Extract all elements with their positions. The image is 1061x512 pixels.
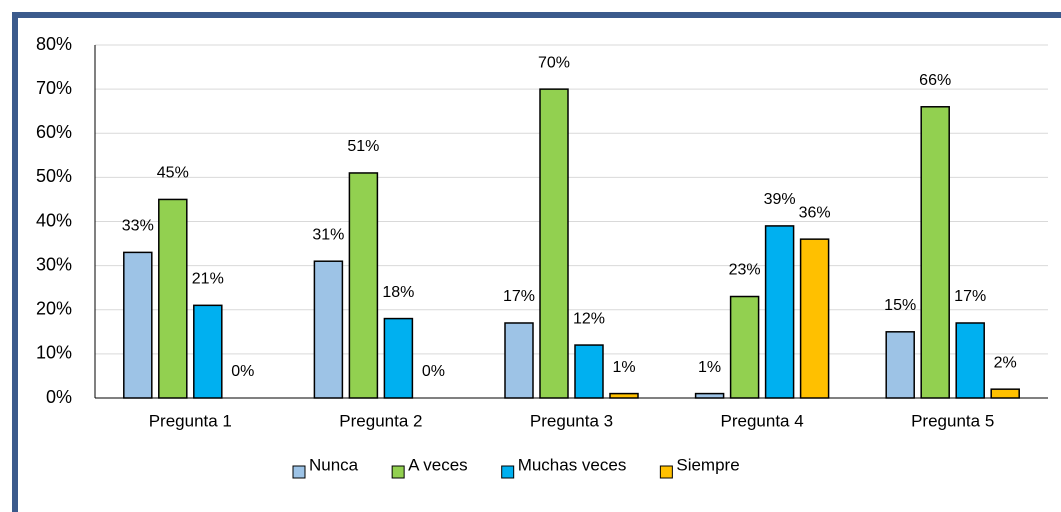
- y-tick-label: 40%: [36, 210, 72, 230]
- value-label: 36%: [799, 204, 831, 221]
- bar: [574, 344, 604, 399]
- bar: [729, 295, 760, 399]
- frame-top: [12, 12, 1061, 18]
- value-label: 51%: [347, 138, 379, 155]
- value-label: 18%: [382, 284, 414, 301]
- x-tick-label: Pregunta 4: [721, 411, 804, 430]
- plot-area: 0% 10% 20% 30% 40% 50% 60% 70% 80% Pregunta 1 33% 4…: [36, 34, 1048, 479]
- bar: [885, 331, 915, 399]
- value-label: 1%: [698, 359, 721, 376]
- value-label: 31%: [312, 226, 344, 243]
- y-tick-label: 80%: [36, 34, 72, 54]
- value-label: 66%: [919, 72, 951, 89]
- y-tick-label: 0%: [46, 387, 72, 407]
- bar: [609, 392, 639, 399]
- value-label: 70%: [538, 54, 570, 71]
- y-tick-label: 20%: [36, 299, 72, 319]
- legend-label: Siempre: [676, 455, 739, 474]
- legend-swatch: [501, 465, 515, 479]
- x-tick-label: Pregunta 1: [149, 411, 232, 430]
- bar: [990, 388, 1020, 399]
- legend-swatch: [292, 465, 306, 479]
- bar: [920, 106, 950, 399]
- y-tick-label: 70%: [36, 78, 72, 98]
- value-label: 12%: [573, 310, 605, 327]
- value-label: 17%: [954, 288, 986, 305]
- bar: [504, 322, 534, 399]
- bar: [313, 260, 344, 399]
- bar: [123, 251, 153, 399]
- bar: [383, 317, 414, 399]
- bar: [764, 225, 795, 399]
- bar: [799, 238, 830, 399]
- value-label: 1%: [612, 359, 635, 376]
- bar: [539, 88, 569, 399]
- bar: [193, 304, 223, 399]
- bar: [158, 198, 188, 399]
- x-tick-label: Pregunta 2: [339, 411, 422, 430]
- legend-label: Nunca: [309, 455, 359, 474]
- bar: [694, 392, 725, 399]
- value-label: 0%: [231, 363, 254, 380]
- y-tick-label: 60%: [36, 122, 72, 142]
- value-label: 39%: [764, 191, 796, 208]
- frame-left: [12, 12, 18, 512]
- legend-swatch: [391, 465, 405, 479]
- value-label: 45%: [157, 165, 189, 182]
- legend-swatch: [659, 465, 673, 479]
- value-label: 33%: [122, 218, 154, 235]
- value-label: 21%: [192, 271, 224, 288]
- y-tick-label: 50%: [36, 166, 72, 186]
- legend-label: A veces: [408, 455, 468, 474]
- value-label: 17%: [503, 288, 535, 305]
- value-label: 15%: [884, 297, 916, 314]
- legend-label: Muchas veces: [518, 455, 627, 474]
- value-label: 2%: [994, 354, 1017, 371]
- value-label: 0%: [422, 363, 445, 380]
- value-label: 23%: [729, 262, 761, 279]
- y-tick-label: 30%: [36, 254, 72, 274]
- bar: [955, 322, 985, 399]
- x-tick-label: Pregunta 3: [530, 411, 613, 430]
- x-tick-label: Pregunta 5: [911, 411, 994, 430]
- bar: [348, 172, 379, 399]
- y-tick-label: 10%: [36, 343, 72, 363]
